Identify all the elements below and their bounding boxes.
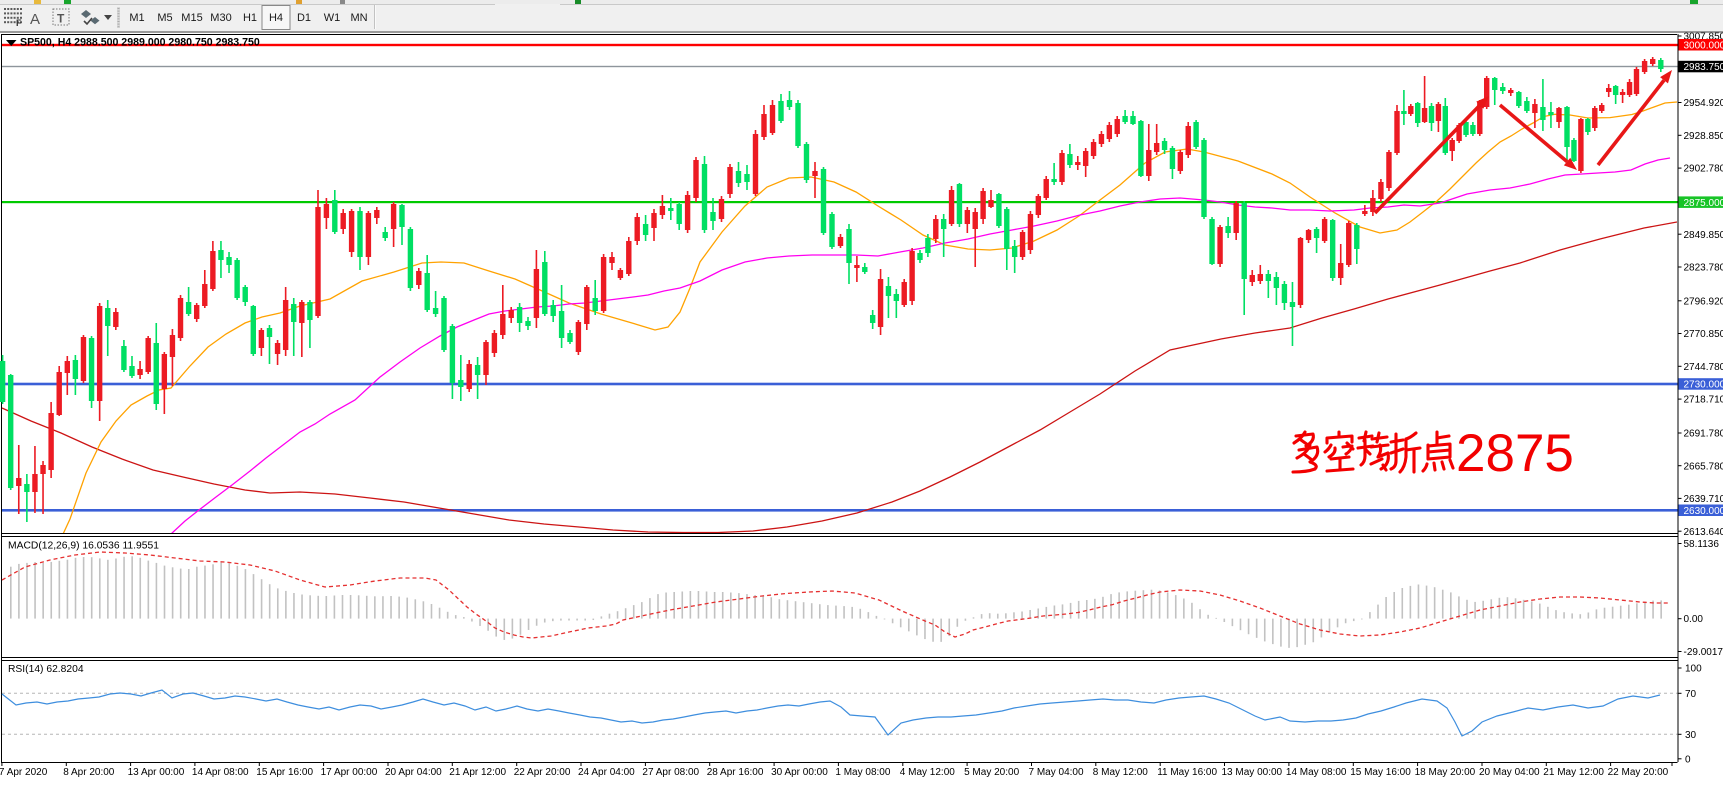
svg-text:-29.0017: -29.0017 (1684, 647, 1723, 658)
svg-text:20 May 04:00: 20 May 04:00 (1479, 767, 1540, 778)
svg-text:30 Apr 00:00: 30 Apr 00:00 (771, 767, 828, 778)
svg-text:2849.850: 2849.850 (1684, 230, 1723, 241)
svg-text:M15: M15 (181, 12, 202, 24)
svg-text:2665.780: 2665.780 (1684, 461, 1723, 472)
svg-text:2875.000: 2875.000 (1684, 198, 1723, 209)
svg-text:14 Apr 08:00: 14 Apr 08:00 (192, 767, 249, 778)
svg-text:2875: 2875 (1456, 424, 1574, 483)
svg-text:SP500, H4 2988.500 2989.000 29: SP500, H4 2988.500 2989.000 2980.750 298… (20, 37, 260, 49)
svg-text:H1: H1 (243, 12, 257, 24)
svg-text:7 May 04:00: 7 May 04:00 (1029, 767, 1084, 778)
svg-text:100: 100 (1685, 664, 1702, 675)
svg-text:M1: M1 (129, 12, 144, 24)
svg-text:MACD(12,26,9) 16.0536 11.9551: MACD(12,26,9) 16.0536 11.9551 (8, 541, 159, 552)
svg-text:2902.780: 2902.780 (1684, 164, 1723, 175)
svg-text:15 Apr 16:00: 15 Apr 16:00 (256, 767, 313, 778)
svg-text:8 Apr 20:00: 8 Apr 20:00 (63, 767, 115, 778)
svg-text:22 May 20:00: 22 May 20:00 (1608, 767, 1669, 778)
svg-text:2730.000: 2730.000 (1684, 380, 1723, 391)
svg-text:F: F (16, 18, 22, 28)
svg-text:22 Apr 20:00: 22 Apr 20:00 (514, 767, 571, 778)
svg-text:RSI(14) 62.8204: RSI(14) 62.8204 (8, 664, 84, 675)
svg-text:2954.920: 2954.920 (1684, 98, 1723, 109)
svg-text:27 Apr 08:00: 27 Apr 08:00 (642, 767, 699, 778)
svg-text:T: T (57, 12, 65, 26)
svg-text:2691.780: 2691.780 (1684, 429, 1723, 440)
svg-text:30: 30 (1685, 730, 1697, 741)
svg-text:M30: M30 (210, 12, 231, 24)
svg-text:2718.710: 2718.710 (1684, 395, 1723, 406)
svg-text:8 May 12:00: 8 May 12:00 (1093, 767, 1148, 778)
svg-text:2639.710: 2639.710 (1684, 494, 1723, 505)
svg-text:13 Apr 00:00: 13 Apr 00:00 (128, 767, 185, 778)
svg-text:20 Apr 04:00: 20 Apr 04:00 (385, 767, 442, 778)
svg-text:3000.000: 3000.000 (1684, 40, 1723, 51)
svg-text:17 Apr 00:00: 17 Apr 00:00 (321, 767, 378, 778)
svg-text:24 Apr 04:00: 24 Apr 04:00 (578, 767, 635, 778)
svg-text:4 May 12:00: 4 May 12:00 (900, 767, 955, 778)
svg-text:13 May 00:00: 13 May 00:00 (1222, 767, 1283, 778)
svg-text:2613.640: 2613.640 (1684, 527, 1723, 538)
svg-text:7 Apr 2020: 7 Apr 2020 (0, 767, 48, 778)
svg-text:2928.850: 2928.850 (1684, 131, 1723, 142)
svg-text:0: 0 (1685, 754, 1691, 765)
svg-text:15 May 16:00: 15 May 16:00 (1350, 767, 1411, 778)
svg-text:0.00: 0.00 (1684, 614, 1704, 625)
svg-text:21 Apr 12:00: 21 Apr 12:00 (449, 767, 506, 778)
svg-text:2796.920: 2796.920 (1684, 296, 1723, 307)
svg-text:2630.000: 2630.000 (1684, 506, 1723, 517)
svg-text:5 May 20:00: 5 May 20:00 (964, 767, 1019, 778)
svg-text:D1: D1 (297, 12, 311, 24)
svg-text:21 May 12:00: 21 May 12:00 (1543, 767, 1604, 778)
svg-text:MN: MN (350, 12, 367, 24)
svg-text:11 May 16:00: 11 May 16:00 (1157, 767, 1217, 778)
svg-text:2770.850: 2770.850 (1684, 329, 1723, 340)
svg-text:2983.750: 2983.750 (1684, 62, 1723, 73)
svg-text:28 Apr 16:00: 28 Apr 16:00 (707, 767, 764, 778)
svg-text:H4: H4 (269, 12, 283, 24)
svg-text:2823.780: 2823.780 (1684, 263, 1723, 274)
svg-text:W1: W1 (324, 12, 341, 24)
svg-text:18 May 20:00: 18 May 20:00 (1415, 767, 1476, 778)
svg-text:2744.780: 2744.780 (1684, 362, 1723, 373)
svg-text:58.1136: 58.1136 (1684, 539, 1720, 550)
svg-text:70: 70 (1685, 689, 1697, 700)
svg-text:A: A (30, 11, 40, 28)
svg-text:14 May 08:00: 14 May 08:00 (1286, 767, 1347, 778)
svg-text:M5: M5 (157, 12, 172, 24)
svg-text:1 May 08:00: 1 May 08:00 (835, 767, 890, 778)
